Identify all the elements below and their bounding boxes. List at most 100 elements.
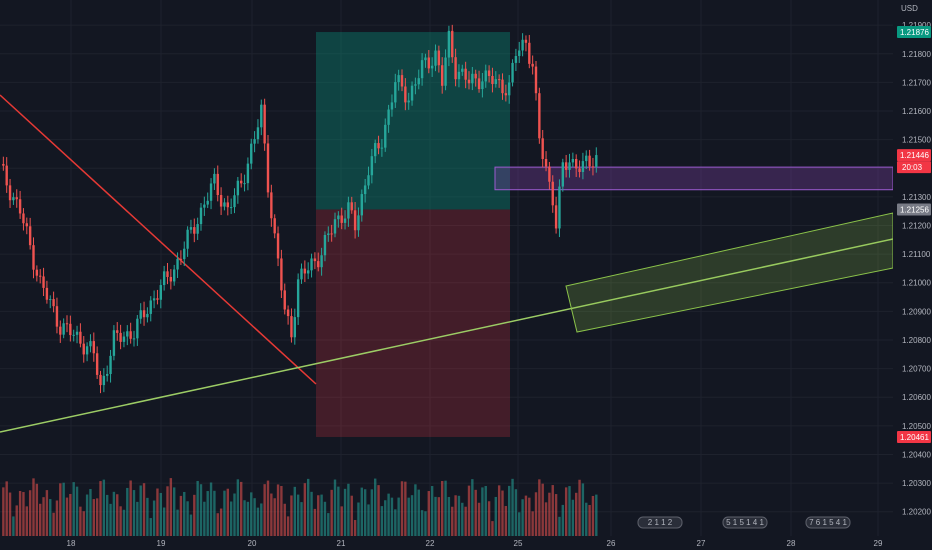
volume-bar bbox=[72, 482, 75, 536]
candle-body bbox=[481, 81, 484, 90]
candle-body bbox=[59, 326, 62, 335]
candle-body bbox=[343, 218, 347, 223]
volume-bar bbox=[109, 503, 112, 536]
volume-bar bbox=[219, 508, 223, 536]
candle-body bbox=[256, 127, 260, 140]
volume-bar bbox=[544, 502, 548, 536]
candle-body bbox=[253, 139, 256, 144]
candle-body bbox=[588, 155, 591, 167]
candle-body bbox=[233, 195, 236, 208]
volume-bar bbox=[99, 481, 102, 536]
volume-bar bbox=[571, 499, 575, 536]
candle-body bbox=[209, 183, 213, 201]
red-trendline bbox=[0, 94, 317, 385]
volume-bar bbox=[528, 497, 531, 536]
price-tick-label: 1.20900 bbox=[902, 307, 931, 316]
candle-body bbox=[276, 233, 280, 259]
volume-bar bbox=[112, 491, 116, 536]
candle-body bbox=[89, 341, 92, 347]
time-tick-label: 26 bbox=[607, 539, 616, 548]
time-axis-bg bbox=[0, 536, 893, 550]
volume-bar bbox=[89, 489, 92, 536]
candle-body bbox=[28, 226, 32, 246]
candle-body bbox=[49, 299, 52, 301]
volume-bar bbox=[531, 511, 534, 536]
volume-bar bbox=[250, 492, 253, 536]
candle-body bbox=[85, 346, 89, 355]
volume-bar bbox=[213, 490, 216, 536]
volume-bar bbox=[457, 495, 461, 536]
price-tick-label: 1.20600 bbox=[902, 393, 931, 402]
volume-bar bbox=[390, 497, 394, 536]
volume-bar bbox=[59, 483, 62, 536]
volume-bar bbox=[236, 479, 240, 536]
volume-bar bbox=[149, 518, 152, 536]
candle-body bbox=[317, 261, 320, 268]
candle-body bbox=[286, 309, 290, 317]
volume-bar bbox=[243, 500, 246, 536]
volume-bar bbox=[588, 504, 591, 536]
volume-bar bbox=[226, 488, 229, 536]
volume-bar bbox=[280, 485, 283, 536]
volume-bar bbox=[253, 498, 256, 536]
price-tick-label: 1.21900 bbox=[902, 21, 931, 30]
candle-body bbox=[307, 270, 310, 274]
volume-bar bbox=[15, 505, 18, 536]
volume-bar bbox=[575, 492, 578, 536]
volume-bar bbox=[5, 481, 8, 536]
candle-body bbox=[126, 331, 129, 337]
time-tick-label: 25 bbox=[514, 539, 523, 548]
volume-bar bbox=[276, 484, 280, 536]
volume-bar bbox=[484, 486, 487, 536]
candle-body bbox=[116, 330, 119, 333]
candle-body bbox=[521, 39, 524, 51]
candle-body bbox=[132, 338, 136, 340]
candle-body bbox=[585, 155, 588, 162]
candle-body bbox=[390, 102, 394, 110]
volume-bar bbox=[286, 516, 290, 536]
price-tag bbox=[897, 203, 931, 216]
candle-body bbox=[394, 82, 397, 103]
volume-bar bbox=[35, 483, 39, 536]
volume-bar bbox=[424, 511, 427, 536]
candle-body bbox=[578, 168, 581, 172]
candle-body bbox=[591, 166, 595, 168]
volume-bar bbox=[323, 501, 327, 536]
candle-body bbox=[290, 316, 293, 338]
candle-body bbox=[484, 70, 487, 82]
volume-bar bbox=[55, 500, 59, 536]
candle-body bbox=[246, 163, 250, 184]
volume-bar bbox=[129, 480, 132, 536]
volume-bar bbox=[136, 501, 139, 536]
candle-body bbox=[35, 269, 39, 276]
candle-body bbox=[206, 200, 209, 205]
volume-bar bbox=[246, 501, 250, 536]
volume-bar bbox=[203, 501, 206, 536]
volume-bar bbox=[497, 485, 501, 536]
candle-body bbox=[504, 93, 508, 96]
candle-body bbox=[491, 75, 494, 85]
volume-bar bbox=[142, 483, 146, 536]
volume-bar bbox=[444, 480, 447, 536]
candle-body bbox=[106, 374, 109, 376]
volume-bar bbox=[561, 504, 564, 536]
time-tick-label: 22 bbox=[426, 539, 435, 548]
volume-bar bbox=[193, 494, 196, 536]
candle-body bbox=[293, 317, 296, 338]
volume-bar bbox=[293, 486, 296, 536]
candle-body bbox=[45, 287, 49, 300]
candle-body bbox=[323, 235, 327, 256]
candle-body bbox=[451, 30, 454, 58]
volume-bar bbox=[75, 486, 79, 536]
candle-body bbox=[283, 290, 286, 310]
volume-bar bbox=[407, 497, 410, 536]
candle-body bbox=[501, 79, 504, 94]
candle-body bbox=[534, 66, 538, 94]
volume-bar bbox=[313, 508, 317, 536]
candle-body bbox=[558, 186, 561, 229]
time-tick-label: 27 bbox=[697, 539, 706, 548]
candle-body bbox=[337, 215, 340, 220]
candle-body bbox=[162, 271, 166, 286]
price-tick-label: 1.20800 bbox=[902, 336, 931, 345]
